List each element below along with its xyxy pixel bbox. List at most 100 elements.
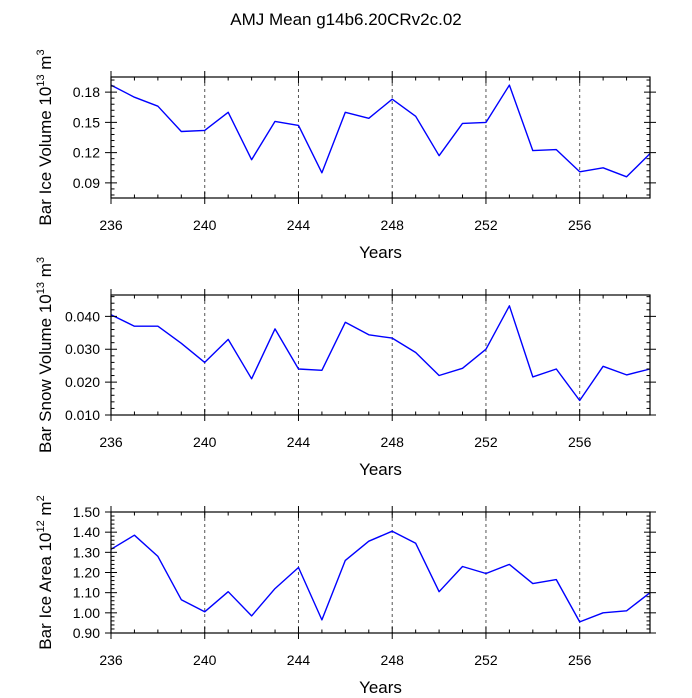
- data-point: [578, 620, 581, 623]
- x-tick-label: 236: [99, 434, 123, 450]
- y-tick-label: 1.50: [73, 504, 100, 520]
- data-point: [133, 325, 136, 328]
- y-tick-label: 1.20: [73, 565, 100, 581]
- data-point: [438, 154, 441, 157]
- x-tick-label: 244: [287, 217, 311, 233]
- data-point: [484, 121, 487, 124]
- x-tick-label: 248: [381, 217, 405, 233]
- y-axis-title: Bar Ice Volume 1013 m3: [35, 49, 55, 225]
- panel-1: 236 240 244 248 252 256 0.09 0.12 0.15 0.18 Years B…: [35, 49, 656, 262]
- data-point: [320, 618, 323, 621]
- y-axis-title-part: m: [36, 263, 55, 282]
- data-point: [461, 565, 464, 568]
- x-tick-label: 252: [474, 434, 498, 450]
- y-axis-title: Bar Snow Volume 1013 m3: [35, 257, 55, 453]
- x-tick-label: 248: [381, 434, 405, 450]
- data-point: [133, 534, 136, 537]
- y-axis-title-part: 2: [35, 495, 47, 501]
- y-axis-title-part: 12: [35, 520, 47, 532]
- plot-frame: [110, 294, 651, 416]
- data-point: [274, 120, 277, 123]
- y-tick-label: 0.90: [73, 625, 100, 641]
- data-point: [555, 367, 558, 370]
- chart-title: AMJ Mean g14b6.20CRv2c.02: [230, 10, 462, 29]
- y-axis-title-part: Bar Ice Volume 10: [36, 87, 55, 226]
- plot-frame: [110, 511, 651, 634]
- series-line: [110, 305, 651, 402]
- x-tick-label: 256: [568, 434, 592, 450]
- data-point: [602, 611, 605, 614]
- data-point: [391, 98, 394, 101]
- data-point: [344, 559, 347, 562]
- data-point: [297, 124, 300, 127]
- data-point: [180, 342, 183, 345]
- data-point: [344, 321, 347, 324]
- data-point: [508, 563, 511, 566]
- data-point: [367, 333, 370, 336]
- y-tick-label: 1.30: [73, 544, 100, 560]
- data-point: [391, 530, 394, 533]
- data-point: [180, 130, 183, 133]
- y-tick-label: 0.020: [65, 374, 100, 390]
- data-point: [602, 365, 605, 368]
- data-point: [555, 148, 558, 151]
- panel-3: 236 240 244 248 252 256 0.90 1.00 1.10 1.20 1.30 1.…: [35, 495, 656, 697]
- x-tick-label: 236: [99, 652, 123, 668]
- x-tick-label: 252: [474, 217, 498, 233]
- panel-2: 236 240 244 248 252 256 0.010 0.020 0.030 0.040 Ye…: [35, 257, 656, 479]
- y-axis-title-part: 13: [35, 74, 47, 86]
- y-axis-title-part: Bar Snow Volume 10: [36, 294, 55, 453]
- data-point: [414, 115, 417, 118]
- y-axis-title-part: 13: [35, 282, 47, 294]
- series-line: [110, 530, 651, 623]
- data-point: [625, 175, 628, 178]
- data-point: [156, 325, 159, 328]
- data-point: [531, 149, 534, 152]
- x-tick-label: 252: [474, 652, 498, 668]
- data-point: [531, 582, 534, 585]
- data-point: [297, 566, 300, 569]
- data-point: [508, 84, 511, 87]
- y-axis-title-part: m: [36, 56, 55, 75]
- data-point: [508, 304, 511, 307]
- y-tick-label: 1.40: [73, 524, 100, 540]
- y-tick-label: 1.10: [73, 585, 100, 601]
- data-point: [227, 590, 230, 593]
- data-point: [274, 587, 277, 590]
- data-point: [274, 327, 277, 330]
- y-tick-label: 0.09: [73, 175, 100, 191]
- data-point: [438, 590, 441, 593]
- data-point: [227, 338, 230, 341]
- data-point: [156, 555, 159, 558]
- y-tick-label: 0.040: [65, 308, 100, 324]
- data-point: [227, 111, 230, 114]
- data-point: [344, 111, 347, 114]
- x-tick-label: 240: [193, 434, 217, 450]
- data-point: [484, 348, 487, 351]
- data-point: [320, 369, 323, 372]
- plot-frame: [110, 76, 651, 199]
- data-point: [250, 614, 253, 617]
- y-tick-label: 1.00: [73, 605, 100, 621]
- series-line: [110, 84, 651, 178]
- y-axis-title-part: 3: [35, 257, 47, 263]
- y-axis-title-part: Bar Ice Area 10: [36, 533, 55, 650]
- y-tick-label: 0.12: [73, 145, 100, 161]
- data-point: [531, 375, 534, 378]
- data-point: [578, 170, 581, 173]
- data-point: [367, 540, 370, 543]
- data-point: [578, 399, 581, 402]
- x-tick-label: 244: [287, 652, 311, 668]
- x-axis-title: Years: [359, 243, 402, 262]
- data-point: [461, 367, 464, 370]
- x-tick-label: 256: [568, 217, 592, 233]
- y-tick-label: 0.030: [65, 341, 100, 357]
- x-tick-label: 240: [193, 217, 217, 233]
- x-axis-title: Years: [359, 678, 402, 693]
- data-point: [133, 96, 136, 99]
- data-point: [203, 129, 206, 132]
- y-tick-label: 0.010: [65, 407, 100, 423]
- x-tick-label: 248: [381, 652, 405, 668]
- data-point: [438, 374, 441, 377]
